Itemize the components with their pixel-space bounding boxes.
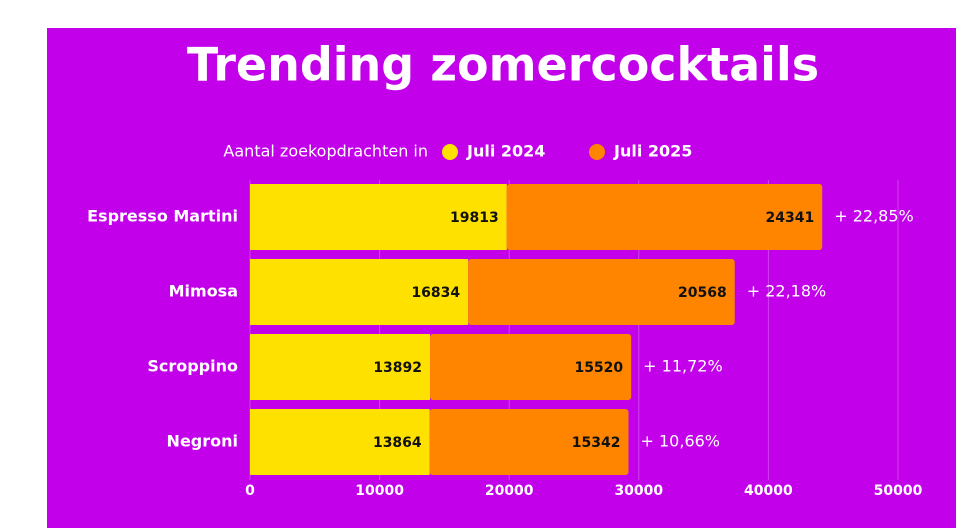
y-tick-label: Negroni: [167, 432, 238, 451]
y-tick-label: Espresso Martini: [87, 207, 238, 226]
chart-title: Trending zomercocktails: [187, 38, 819, 92]
bar-value-label: 16834: [411, 285, 460, 301]
bar-value-label: 13864: [373, 435, 422, 451]
bar: [430, 334, 632, 400]
bar-value-label: 13892: [373, 360, 422, 376]
bar: [429, 409, 629, 475]
x-tick-label: 10000: [355, 483, 404, 499]
bar: [250, 259, 469, 325]
bar-value-label: 15520: [574, 360, 623, 376]
legend-swatch: [442, 144, 458, 160]
growth-label: + 10,66%: [641, 432, 721, 451]
x-tick-label: 50000: [874, 483, 923, 499]
bar-value-label: 20568: [678, 285, 727, 301]
legend-title: Aantal zoekopdrachten in: [223, 142, 428, 161]
bar-value-label: 24341: [766, 210, 815, 226]
x-tick-label: 40000: [744, 483, 793, 499]
x-tick-label: 20000: [485, 483, 534, 499]
y-tick-label: Scroppino: [147, 357, 238, 376]
bar: [250, 184, 507, 250]
bar-value-label: 15342: [572, 435, 621, 451]
bar-value-label: 19813: [450, 210, 499, 226]
legend-swatch: [589, 144, 605, 160]
legend-label: Juli 2025: [613, 142, 692, 161]
growth-label: + 11,72%: [643, 357, 723, 376]
bar: [250, 334, 431, 400]
growth-label: + 22,18%: [747, 282, 827, 301]
growth-label: + 22,85%: [834, 207, 914, 226]
x-tick-label: 30000: [614, 483, 663, 499]
bar: [250, 409, 430, 475]
bar: [506, 184, 823, 250]
x-tick-label: 0: [245, 483, 255, 499]
legend-label: Juli 2024: [466, 142, 545, 161]
bar: [468, 259, 735, 325]
y-tick-label: Mimosa: [169, 282, 238, 301]
